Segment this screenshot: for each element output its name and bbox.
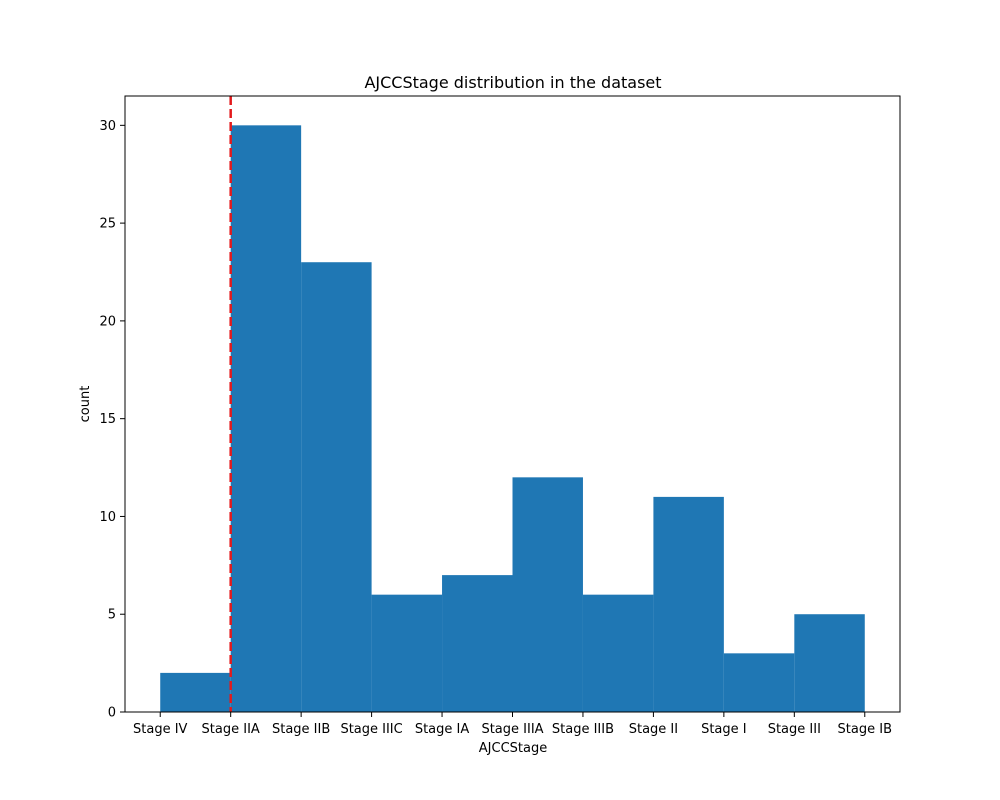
x-tick-label: Stage IIIB bbox=[552, 722, 614, 737]
bar-9 bbox=[794, 614, 865, 712]
bars bbox=[160, 125, 865, 713]
bar-8 bbox=[723, 653, 795, 712]
bar-7 bbox=[653, 496, 724, 712]
x-tick-label: Stage IIA bbox=[202, 722, 260, 737]
y-tick-label: 30 bbox=[99, 119, 116, 134]
x-tick-label: Stage IIIA bbox=[481, 722, 543, 737]
x-tick-label: Stage IIIC bbox=[340, 722, 402, 737]
x-tick-label: Stage I bbox=[701, 722, 747, 737]
x-tick-label: Stage IIB bbox=[272, 722, 330, 737]
x-axis-ticks: Stage IV Stage IIA Stage IIB Stage IIIC Stag… bbox=[133, 712, 892, 737]
y-tick-label: 20 bbox=[99, 314, 116, 329]
chart-title: AJCCStage distribution in the dataset bbox=[364, 73, 661, 92]
y-axis-label: count bbox=[78, 386, 93, 423]
x-tick-label: Stage III bbox=[768, 722, 821, 737]
bar-1 bbox=[230, 125, 302, 713]
y-tick-label: 15 bbox=[99, 412, 116, 427]
y-tick-label: 10 bbox=[99, 510, 116, 525]
y-tick-label: 25 bbox=[99, 217, 116, 232]
bar-0 bbox=[160, 672, 231, 712]
x-tick-label: Stage IB bbox=[838, 722, 892, 737]
x-tick-label: Stage II bbox=[629, 722, 678, 737]
bar-4 bbox=[442, 575, 513, 712]
bar-6 bbox=[582, 594, 654, 712]
bar-3 bbox=[371, 594, 443, 712]
bar-2 bbox=[301, 262, 372, 712]
x-tick-label: Stage IV bbox=[133, 722, 188, 737]
bar-5 bbox=[512, 477, 583, 712]
y-tick-label: 5 bbox=[108, 608, 116, 623]
y-axis-ticks: 0 5 10 15 20 25 30 bbox=[99, 119, 125, 721]
y-tick-label: 0 bbox=[108, 706, 116, 721]
x-tick-label: Stage IA bbox=[415, 722, 470, 737]
x-axis-label: AJCCStage bbox=[479, 741, 547, 756]
